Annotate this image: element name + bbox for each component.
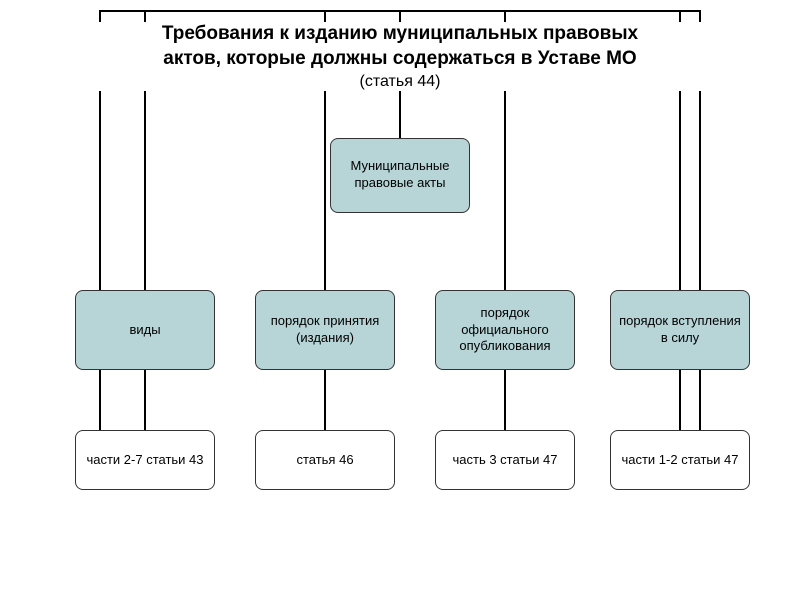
node-bot-1: части 2-7 статьи 43 bbox=[75, 430, 215, 490]
node-mid-2: порядок принятия (издания) bbox=[255, 290, 395, 370]
node-bot-3: часть 3 статьи 47 bbox=[435, 430, 575, 490]
node-bot-4-text: части 1-2 статьи 47 bbox=[621, 452, 738, 469]
title-block: Требования к изданию муниципальных право… bbox=[50, 22, 750, 91]
title-line2: актов, которые должны содержаться в Уста… bbox=[50, 47, 750, 72]
node-mid-3: порядок официального опубликования bbox=[435, 290, 575, 370]
node-top-text: Муниципальные правовые акты bbox=[335, 158, 465, 192]
node-mid-3-text: порядок официального опубликования bbox=[440, 305, 570, 356]
title-line1: Требования к изданию муниципальных право… bbox=[50, 22, 750, 47]
node-mid-4-text: порядок вступления в силу bbox=[615, 313, 745, 347]
node-mid-1: виды bbox=[75, 290, 215, 370]
title-sub: (статья 44) bbox=[50, 73, 750, 91]
node-top: Муниципальные правовые акты bbox=[330, 138, 470, 213]
node-bot-4: части 1-2 статьи 47 bbox=[610, 430, 750, 490]
node-mid-2-text: порядок принятия (издания) bbox=[260, 313, 390, 347]
node-bot-3-text: часть 3 статьи 47 bbox=[453, 452, 558, 469]
node-bot-2: статья 46 bbox=[255, 430, 395, 490]
node-bot-1-text: части 2-7 статьи 43 bbox=[86, 452, 203, 469]
node-mid-4: порядок вступления в силу bbox=[610, 290, 750, 370]
node-bot-2-text: статья 46 bbox=[296, 452, 353, 469]
node-mid-1-text: виды bbox=[129, 322, 160, 339]
